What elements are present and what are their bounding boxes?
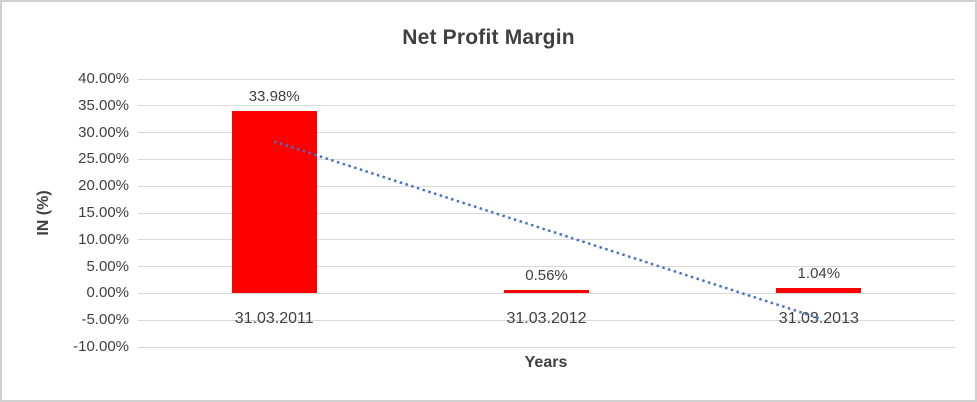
category-label: 31.03.2012 (506, 310, 587, 328)
data-label: 33.98% (248, 88, 300, 106)
data-label: 0.56% (525, 267, 568, 285)
y-tick-label: 30.00% (78, 123, 129, 141)
gridline (138, 132, 955, 134)
y-tick-label: 20.00% (78, 177, 129, 195)
category-label: 31.03.2011 (234, 310, 314, 328)
y-tick-label: -5.00% (81, 311, 129, 329)
y-tick-label: -10.00% (73, 338, 129, 355)
gridline (138, 78, 955, 80)
data-label: 1.04% (797, 264, 841, 282)
y-tick-label: 5.00% (86, 257, 129, 275)
bar (776, 287, 862, 294)
category-label: 31.03.2013 (778, 310, 859, 328)
y-tick-label: 0.00% (86, 284, 129, 302)
bar (504, 290, 589, 294)
x-axis-title: Years (524, 354, 568, 371)
chart-title: Net Profit Margin (402, 26, 575, 49)
gridline (138, 105, 955, 107)
gridline (138, 346, 955, 348)
gridline (138, 319, 955, 321)
y-tick-label: 40.00% (78, 70, 129, 87)
bar (231, 111, 317, 294)
y-tick-label: 35.00% (78, 96, 129, 114)
y-tick-label: 10.00% (78, 230, 129, 248)
y-tick-label: 25.00% (78, 150, 129, 168)
y-tick-label: 15.00% (78, 204, 129, 221)
